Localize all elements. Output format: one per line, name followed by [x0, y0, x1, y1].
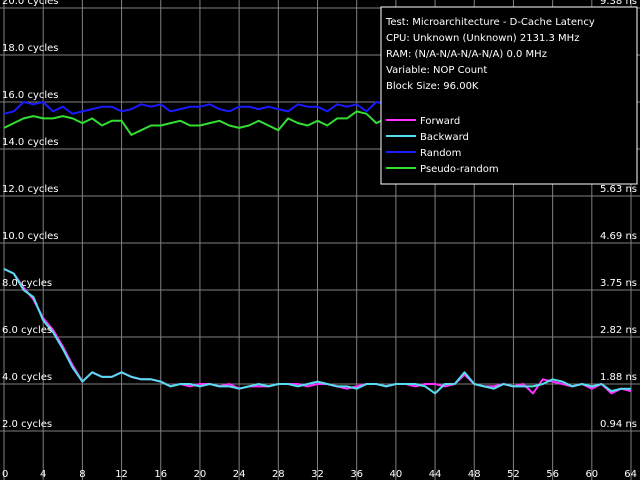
legend-label: Forward [420, 116, 460, 127]
x-tick-label: 60 [585, 469, 598, 480]
x-tick-label: 20 [194, 469, 207, 480]
legend-label: Backward [420, 132, 469, 143]
x-tick-label: 52 [507, 469, 520, 480]
x-tick-label: 8 [79, 469, 85, 480]
y-right-tick-label: 4.69 ns [600, 231, 637, 242]
x-tick-label: 24 [233, 469, 246, 480]
y-left-tick-label: 10.0 cycles [2, 231, 59, 242]
x-tick-label: 28 [272, 469, 285, 480]
y-left-tick-label: 8.0 cycles [2, 278, 52, 289]
x-tick-label: 16 [154, 469, 167, 480]
x-tick-label: 44 [429, 469, 442, 480]
x-tick-label: 12 [115, 469, 128, 480]
info-block-size: Block Size: 96.00K [386, 81, 479, 92]
x-tick-label: 64 [624, 469, 637, 480]
x-tick-label: 36 [350, 469, 363, 480]
y-left-tick-label: 6.0 cycles [2, 325, 52, 336]
x-axis: 0 4 8 12 16 20 24 28 32 36 40 44 48 52 56 60 64 [2, 469, 637, 480]
y-left-tick-label: 12.0 cycles [2, 184, 59, 195]
y-left-tick-label: 16.0 cycles [2, 90, 59, 101]
y-left-tick-label: 14.0 cycles [2, 137, 59, 148]
x-tick-label: 40 [390, 469, 403, 480]
x-tick-label: 48 [468, 469, 481, 480]
info-variable: Variable: NOP Count [386, 65, 487, 76]
y-right-tick-label: 9.38 ns [600, 0, 637, 7]
info-test: Test: Microarchitecture - D-Cache Latenc… [385, 17, 595, 28]
y-left-axis: 2.0 cycles 4.0 cycles 6.0 cycles 8.0 cycles… [2, 0, 59, 430]
y-right-tick-label: 3.75 ns [600, 278, 637, 289]
series-line-backward [3, 267, 631, 395]
info-ram: RAM: (N/A-N/A-N/A-N/A) 0.0 MHz [386, 49, 547, 60]
y-left-tick-label: 20.0 cycles [2, 0, 59, 7]
legend-label: Random [420, 148, 461, 159]
x-tick-label: 32 [311, 469, 324, 480]
y-left-tick-label: 18.0 cycles [2, 43, 59, 54]
info-box-frame [380, 6, 638, 185]
x-tick-label: 4 [40, 469, 46, 480]
y-right-tick-label: 0.94 ns [600, 419, 637, 430]
y-left-tick-label: 2.0 cycles [2, 419, 52, 430]
info-box: Test: Microarchitecture - D-Cache Latenc… [380, 6, 638, 185]
legend-label: Pseudo-random [420, 164, 499, 175]
y-right-tick-label: 2.82 ns [600, 325, 637, 336]
legend: Forward Backward Random Pseudo-random [386, 116, 499, 175]
x-tick-label: 0 [2, 469, 8, 480]
y-right-tick-label: 5.63 ns [600, 184, 637, 195]
y-left-tick-label: 4.0 cycles [2, 372, 52, 383]
info-cpu: CPU: Unknown (Unknown) 2131.3 MHz [386, 33, 579, 44]
x-tick-label: 56 [546, 469, 559, 480]
y-right-tick-label: 1.88 ns [600, 372, 637, 383]
